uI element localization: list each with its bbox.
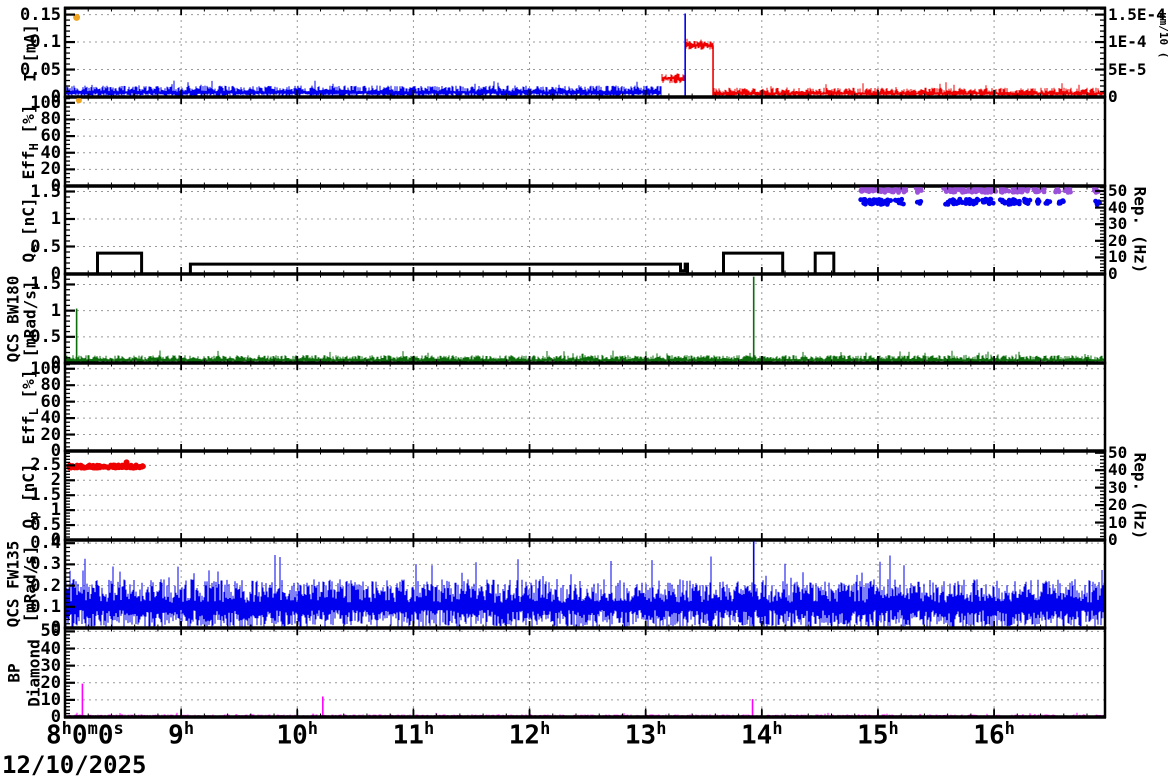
panel-series bbox=[65, 13, 1105, 97]
panel-eff-h bbox=[63, 95, 1107, 188]
panel-series bbox=[65, 186, 1105, 274]
panel-bp-diamond bbox=[63, 626, 1107, 719]
panel-series bbox=[75, 97, 82, 104]
panel-qcs-bw180 bbox=[63, 272, 1107, 365]
panel-charge-e bbox=[63, 184, 1107, 276]
panel-series bbox=[65, 276, 1105, 363]
panel-qcs-fw135 bbox=[63, 538, 1107, 630]
panel-series bbox=[66, 459, 146, 471]
panel-charge-p bbox=[63, 449, 1107, 542]
panel-eff-l bbox=[63, 361, 1107, 453]
date-label: 12/10/2025 bbox=[2, 751, 147, 779]
panel-series bbox=[65, 540, 1105, 628]
panel-beam-current bbox=[63, 6, 1107, 99]
